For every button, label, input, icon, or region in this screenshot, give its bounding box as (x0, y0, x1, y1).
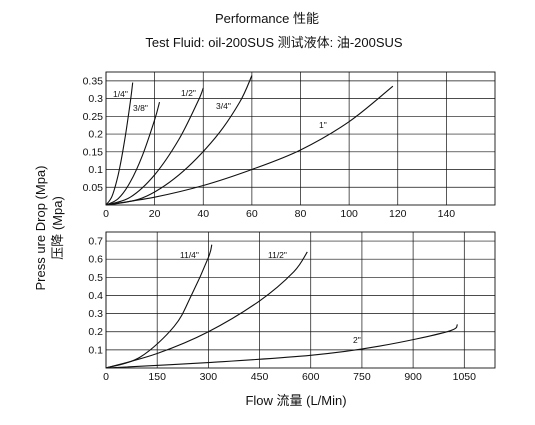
x-tick-label: 900 (404, 371, 422, 383)
x-tick-label: 120 (389, 208, 407, 220)
series-line (105, 251, 308, 369)
y-tick-label: 0.35 (83, 75, 104, 87)
y-tick-label: 0.05 (83, 182, 104, 194)
y-tick-label: 0.4 (88, 290, 103, 302)
x-tick-label: 600 (302, 371, 320, 383)
x-tick-label: 300 (200, 371, 218, 383)
plot-frame (105, 231, 496, 369)
series-label: 11/4" (180, 250, 199, 260)
x-tick-label: 100 (340, 208, 358, 220)
y-tick-label: 0.3 (88, 93, 103, 105)
y-tick-label: 0.2 (88, 326, 103, 338)
upper-chart-panel: 0 20 40 60 80 100 120 140 0.05 0.1 0.15 0.2 0.25 0.3 0… (83, 71, 496, 220)
chart-title: Performance 性能 (215, 11, 319, 26)
y-tick-label: 0.7 (88, 236, 103, 248)
series-line (105, 244, 213, 369)
x-tick-label: 40 (197, 208, 209, 220)
x-tick-label: 1050 (453, 371, 477, 383)
x-tick-label: 140 (438, 208, 456, 220)
x-tick-label: 20 (149, 208, 161, 220)
x-tick-label: 80 (295, 208, 307, 220)
y-axis-label-cn: 压降 (Mpa) (50, 196, 65, 260)
series-label: 1/2" (181, 88, 196, 98)
y-axis-label: Press ure Drop (Mpa) (33, 166, 48, 291)
x-tick-label: 750 (353, 371, 371, 383)
x-tick-label: 150 (148, 371, 166, 383)
series-line (105, 324, 458, 369)
y-tick-label: 0.1 (88, 164, 103, 176)
series-label: 3/4" (216, 101, 231, 111)
series-line (105, 85, 394, 206)
y-tick-label: 0.25 (83, 111, 104, 123)
series-line (105, 87, 204, 206)
y-tick-label: 0.3 (88, 308, 103, 320)
chart-subtitle: Test Fluid: oil-200SUS 测试液体: 油-200SUS (145, 35, 403, 50)
plot-frame (105, 71, 496, 206)
series-label: 2" (353, 335, 361, 345)
lower-chart-panel: 0 150 300 450 600 750 900 1050 0.1 0.2 0.3 0.4 0.5 0.… (88, 231, 496, 383)
series-label: 3/8" (133, 103, 148, 113)
series-label: 11/2" (268, 250, 287, 260)
x-tick-label: 60 (246, 208, 258, 220)
y-tick-label: 0.1 (88, 344, 103, 356)
x-axis-label: Flow 流量 (L/Min) (245, 393, 346, 408)
series-line (105, 82, 134, 206)
y-tick-label: 0.6 (88, 254, 103, 266)
series-line (105, 75, 253, 206)
x-tick-label: 0 (103, 371, 109, 383)
x-tick-label: 450 (251, 371, 269, 383)
y-tick-label: 0.2 (88, 129, 103, 141)
y-tick-label: 0.15 (83, 146, 104, 158)
series-label: 1/4" (113, 89, 128, 99)
series-label: 1" (319, 120, 327, 130)
series-line (105, 101, 161, 206)
x-tick-label: 0 (103, 208, 109, 220)
y-tick-label: 0.5 (88, 272, 103, 284)
